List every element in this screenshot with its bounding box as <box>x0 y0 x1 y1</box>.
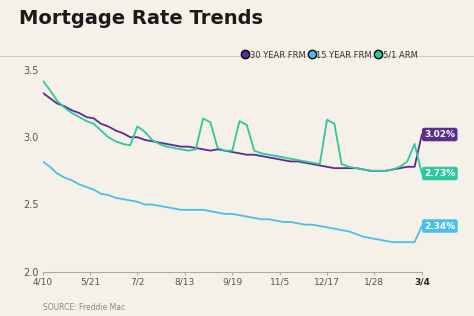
Text: SOURCE: Freddie Mac: SOURCE: Freddie Mac <box>43 303 125 312</box>
Text: 2.73%: 2.73% <box>424 169 456 178</box>
Legend: 30 YEAR FRM, 15 YEAR FRM, 5/1 ARM: 30 YEAR FRM, 15 YEAR FRM, 5/1 ARM <box>243 51 418 60</box>
Text: 2.34%: 2.34% <box>424 222 456 230</box>
Text: Mortgage Rate Trends: Mortgage Rate Trends <box>19 9 263 27</box>
Text: 3.02%: 3.02% <box>424 130 455 139</box>
